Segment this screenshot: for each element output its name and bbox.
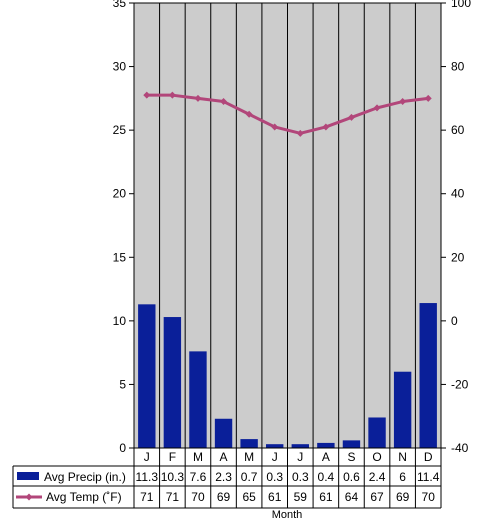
left-axis-tick-label: 0 (119, 441, 126, 455)
precip-bar (240, 439, 258, 448)
temp-value: 64 (345, 490, 359, 504)
temp-marker (271, 123, 279, 131)
left-axis-tick-label: 15 (113, 250, 127, 264)
precip-value: 0.4 (318, 470, 335, 484)
temp-marker (245, 110, 253, 118)
month-label: N (398, 450, 407, 464)
temp-value: 65 (242, 490, 256, 504)
month-label: D (424, 450, 433, 464)
left-axis-tick-label: 20 (113, 187, 127, 201)
temp-value: 59 (294, 490, 308, 504)
month-label: S (347, 450, 355, 464)
precip-bar (266, 444, 284, 448)
temp-legend-marker (25, 493, 33, 501)
precip-bar (214, 418, 233, 448)
temp-marker (424, 94, 432, 102)
temp-value: 61 (268, 490, 282, 504)
precip-bar (291, 444, 309, 448)
temp-marker (399, 98, 407, 106)
month-label: J (272, 450, 278, 464)
precip-bar (189, 351, 207, 448)
temp-legend-label: Avg Temp (˚F) (46, 490, 122, 504)
precip-bar (368, 417, 386, 448)
right-axis-tick-label: 0 (451, 314, 458, 328)
precip-value: 0.6 (343, 470, 360, 484)
temp-marker (168, 91, 176, 99)
precip-value: 6 (399, 470, 406, 484)
precip-value: 2.4 (369, 470, 386, 484)
temp-marker (194, 94, 202, 102)
precip-value: 7.6 (190, 470, 207, 484)
precip-value: 2.3 (215, 470, 232, 484)
month-label: J (144, 450, 150, 464)
right-axis-tick-label: 60 (451, 123, 465, 137)
precip-bar (138, 304, 156, 448)
temp-value: 69 (396, 490, 410, 504)
precip-bar (317, 442, 335, 448)
precip-bar (342, 440, 361, 448)
temp-marker (373, 104, 381, 112)
x-axis-title: Month (272, 509, 303, 521)
precip-bar (163, 317, 182, 448)
precip-bar (393, 371, 412, 448)
month-label: O (372, 450, 381, 464)
temp-marker (347, 113, 355, 121)
left-axis-tick-label: 5 (119, 377, 126, 391)
precip-legend-swatch (17, 472, 39, 480)
temp-value: 67 (370, 490, 384, 504)
data-table: J F M A M J J A S O N D Avg Precip (in.) 11.3 10.3 7.6 2… (12, 447, 442, 509)
month-label: J (297, 450, 303, 464)
right-axis-tick-label: 80 (451, 60, 465, 74)
left-axis-tick-label: 35 (113, 0, 127, 10)
month-label: A (322, 450, 330, 464)
temp-value: 70 (422, 490, 436, 504)
left-axis-tick-label: 10 (113, 314, 127, 328)
precip-value: 11.3 (136, 470, 159, 484)
precip-value: 0.3 (292, 470, 309, 484)
temp-value: 70 (191, 490, 205, 504)
temp-value: 71 (166, 490, 180, 504)
temp-value: 61 (319, 490, 333, 504)
temp-line (146, 93, 429, 135)
precip-value: 10.3 (161, 470, 185, 484)
precip-value: 11.4 (417, 470, 440, 484)
grid-layer (159, 3, 416, 448)
precip-legend-label: Avg Precip (in.) (44, 470, 126, 484)
right-axis-tick-label: 40 (451, 187, 465, 201)
precip-value: 0.3 (266, 470, 283, 484)
right-axis-tick-label: -20 (451, 377, 469, 391)
right-axis-tick-label: -40 (451, 441, 469, 455)
precip-value: 0.7 (241, 470, 258, 484)
precip-bar (419, 303, 437, 448)
month-label: F (169, 450, 176, 464)
bars-layer (138, 303, 437, 448)
month-label: A (220, 450, 228, 464)
right-axis-tick-label: 100 (451, 0, 471, 10)
temp-marker (220, 98, 228, 106)
left-axis-tick-label: 30 (113, 60, 127, 74)
temp-marker (322, 123, 330, 131)
line-layer (143, 91, 432, 137)
month-label: M (244, 450, 254, 464)
right-axis-tick-label: 20 (451, 250, 465, 264)
left-axis-tick-label: 25 (113, 123, 127, 137)
temp-value: 71 (140, 490, 154, 504)
temp-marker (143, 91, 151, 99)
temp-marker (296, 129, 304, 137)
temp-value: 69 (217, 490, 231, 504)
month-label: M (193, 450, 203, 464)
